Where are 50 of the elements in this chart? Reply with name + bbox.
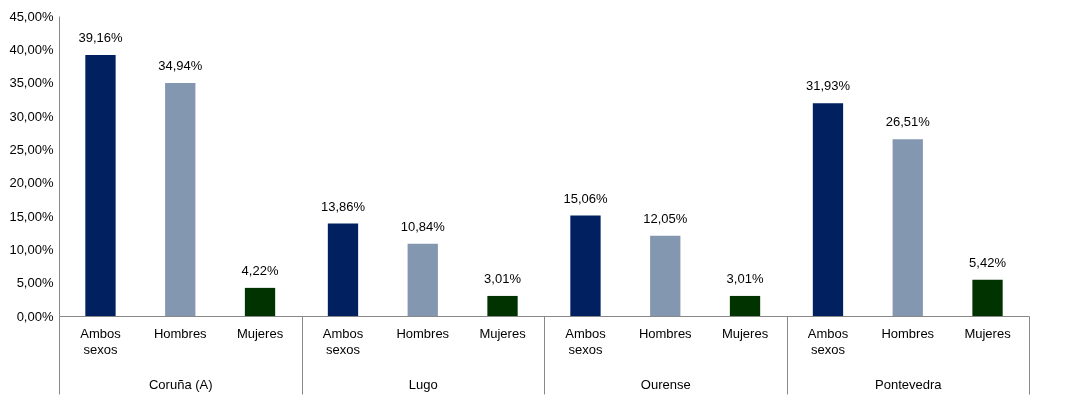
text: Ambos sexos [565,326,606,357]
bar [892,139,923,316]
text: Hombres [638,326,692,341]
text: Ambos sexos [322,326,364,357]
bar [729,295,761,316]
y-tick-label: 15,00% [9,208,54,224]
data-label: 15,06% [563,190,608,206]
y-tick-label: 25,00% [9,141,54,157]
x-tick-label: Lugo [408,376,438,392]
y-tick-label: 45,00% [9,8,54,24]
y-tick-label: 35,00% [9,75,54,91]
y-tick-label: 30,00% [9,108,54,124]
bar [244,287,276,316]
bar [407,243,438,316]
text: Hombres [881,326,935,341]
bar [487,295,518,316]
y-tick-label: 10,00% [9,241,54,257]
data-label: 26,51% [885,114,931,130]
bar [972,279,1003,316]
data-label: 13,86% [320,198,366,214]
bar [650,235,681,316]
data-label: 31,93% [805,78,851,94]
x-tick-label: Coruña (A) [148,376,213,392]
data-label: 3,01% [484,270,522,286]
y-tick-label: 20,00% [9,175,54,191]
y-tick-label: 40,00% [9,41,54,57]
bar [85,54,116,316]
x-tick-label: Ourense [640,376,691,392]
data-label: 39,16% [78,29,123,45]
bar [812,103,844,316]
bar [570,215,601,316]
data-label: 12,05% [643,210,688,226]
data-label: 34,94% [158,58,203,74]
text: Mujeres [721,326,769,341]
data-label: 10,84% [400,218,446,234]
data-label: 3,01% [726,270,764,286]
series-label: Mujeres [236,326,284,341]
data-label: 5,42% [969,254,1007,270]
series-label: Hombres [396,326,450,341]
text: Mujeres [964,326,1011,341]
x-tick-label: Pontevedra [875,376,943,392]
text: Mujeres [479,326,526,341]
data-label: 4,22% [241,262,279,278]
bar [165,83,196,316]
text: Hombres [153,326,207,341]
y-tick-label: 5,00% [16,275,54,291]
text: Ambos sexos [807,326,849,357]
series-label: Ambos sexos [80,326,122,357]
y-tick-label: 0,00% [16,308,54,324]
bar [327,223,359,316]
